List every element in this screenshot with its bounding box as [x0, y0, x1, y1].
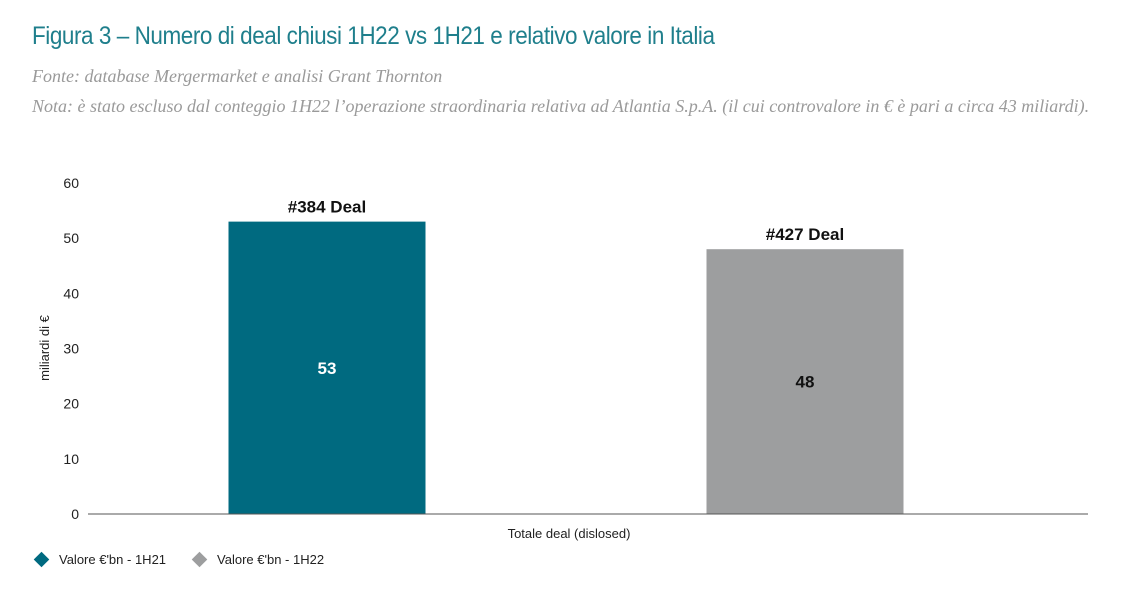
y-tick-label: 60 — [63, 175, 79, 191]
chart-title: Figura 3 – Numero di deal chiusi 1H22 vs… — [32, 22, 715, 50]
legend-label: Valore €'bn - 1H21 — [59, 552, 167, 567]
bars: #384 Deal 53 #427 Deal 48 — [228, 198, 904, 514]
x-category-label: Totale deal (dislosed) — [508, 526, 631, 541]
bar-value-label: 53 — [318, 359, 337, 378]
legend: Valore €'bn - 1H21 Valore €'bn - 1H22 — [33, 551, 325, 568]
legend-item-1h21: Valore €'bn - 1H21 — [33, 551, 167, 568]
y-axis-label: miliardi di € — [37, 314, 52, 381]
legend-label: Valore €'bn - 1H22 — [217, 552, 325, 567]
diamond-icon — [33, 551, 50, 568]
y-tick-label: 40 — [63, 285, 79, 301]
legend-item-1h22: Valore €'bn - 1H22 — [191, 551, 325, 568]
deal-count-label: #427 Deal — [766, 225, 844, 244]
y-axis: 0 10 20 30 40 50 60 — [63, 175, 79, 522]
deal-count-label: #384 Deal — [288, 198, 366, 217]
y-tick-label: 20 — [63, 396, 79, 412]
y-tick-label: 30 — [63, 341, 79, 357]
y-tick-label: 0 — [71, 506, 79, 522]
bar-value-label: 48 — [796, 373, 815, 392]
diamond-icon — [191, 551, 208, 568]
bar-1h21 — [228, 221, 426, 514]
bar-1h22 — [706, 249, 904, 514]
chart-note: Nota: è stato escluso dal conteggio 1H22… — [32, 96, 1090, 116]
chart-source: Fonte: database Mergermarket e analisi G… — [32, 66, 443, 86]
y-tick-label: 50 — [63, 230, 79, 246]
y-tick-label: 10 — [63, 451, 79, 467]
